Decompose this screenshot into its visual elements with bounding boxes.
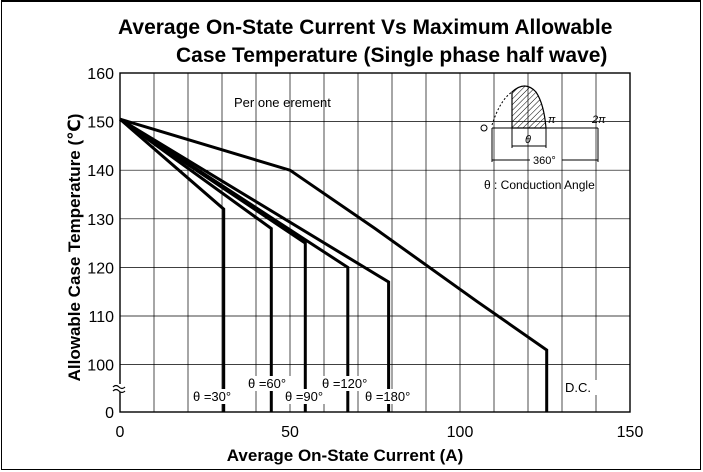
series-label: θ =90° xyxy=(285,389,323,404)
y-tick-label: 130 xyxy=(87,212,114,229)
y-tick-label: 150 xyxy=(87,115,114,132)
chart-title-line-1: Average On-State Current Vs Maximum Allo… xyxy=(118,16,613,39)
series-label-bg xyxy=(320,376,378,391)
y-axis-break-mark xyxy=(112,384,126,394)
inset-pi-label: π xyxy=(548,114,556,126)
inset-theta-label: θ xyxy=(525,134,531,146)
y-tick-label: 120 xyxy=(87,260,114,277)
inset-2pi-label: 2π xyxy=(591,114,606,126)
series-line--120- xyxy=(119,117,350,412)
series-label-bg xyxy=(283,389,333,404)
inset-caption: θ : Conduction Angle xyxy=(484,178,595,192)
x-tick-label: 100 xyxy=(447,424,474,441)
x-tick-label: 150 xyxy=(617,424,644,441)
series-line--60- xyxy=(119,117,273,412)
series-label-bg xyxy=(563,380,598,395)
x-axis-label: Average On-State Current (A) xyxy=(227,446,463,465)
series-label-bg xyxy=(191,389,241,404)
y-axis-label: Allowable Case Temperature (℃) xyxy=(65,114,84,382)
inset-origin-circle xyxy=(480,124,488,132)
y-tick-label: 110 xyxy=(88,309,114,326)
series-label: D.C. xyxy=(565,380,591,395)
x-tick-label: 50 xyxy=(281,424,299,441)
chart-title-line-2: Case Temperature (Single phase half wave… xyxy=(176,44,608,67)
series-line--30- xyxy=(119,118,226,412)
series-label: θ =180° xyxy=(365,389,410,404)
conduction-angle-inset: π 2π θ 360° θ : Conduction Angle xyxy=(480,85,606,192)
plot-border xyxy=(119,72,631,413)
series-line--90- xyxy=(119,117,307,412)
inset-360-label: 360° xyxy=(533,155,556,167)
series-label: θ =30° xyxy=(193,389,231,404)
series-label-bg xyxy=(246,376,296,391)
y-tick-label: 140 xyxy=(87,163,114,180)
series-label: θ =60° xyxy=(248,376,286,391)
series-line--180- xyxy=(119,117,391,412)
y-tick-label: 100 xyxy=(87,358,114,375)
y-break-wave-1 xyxy=(112,384,126,390)
y-tick-label: 160 xyxy=(87,66,114,83)
series-group xyxy=(119,117,549,412)
y-tick-label-zero: 0 xyxy=(105,405,114,422)
x-tick-label: 0 xyxy=(116,424,125,441)
series-label: θ =120° xyxy=(322,376,367,391)
inset-hatched-waveform xyxy=(511,85,547,129)
y-break-wave-2 xyxy=(112,388,126,394)
series-label-bg xyxy=(363,389,421,404)
annotation-per-one-element: Per one erement xyxy=(234,95,331,110)
labels-group: 0 50 100 150 100 110 120 130 140 150 160 0 Average O… xyxy=(65,66,643,465)
inset-dashed-lead xyxy=(491,91,513,126)
axes xyxy=(112,72,631,413)
series-line-d-c- xyxy=(119,117,549,412)
